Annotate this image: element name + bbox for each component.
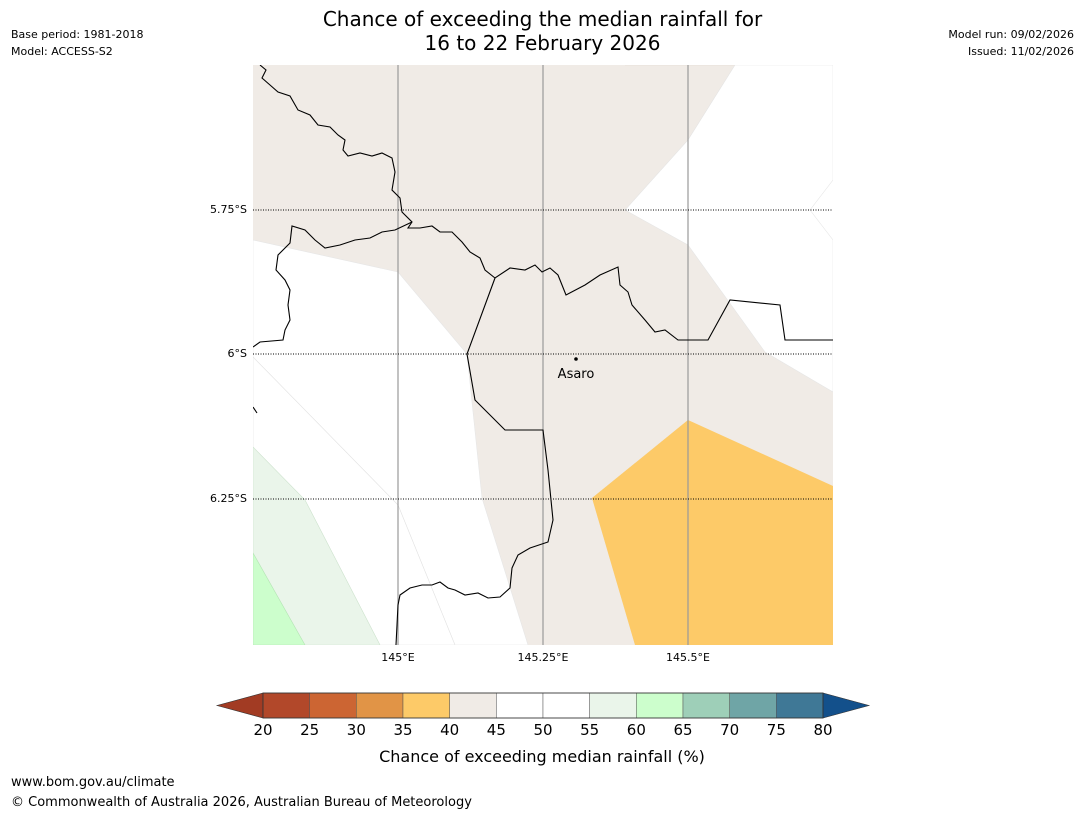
colorbar-segment [496, 692, 544, 719]
colorbar-segment [309, 692, 357, 719]
colorbar-tick-label: 45 [487, 721, 506, 739]
lat-label-6: 6°S [228, 347, 247, 360]
colorbar-segment [636, 692, 684, 719]
chart-title: Chance of exceeding the median rainfall … [0, 7, 1085, 55]
colorbar-segment [402, 692, 450, 719]
colorbar-extend-low [215, 692, 264, 719]
lon-label-145-25: 145.25°E [518, 651, 569, 664]
boundary-north [259, 65, 833, 341]
colorbar-tick-label: 40 [440, 721, 459, 739]
colorbar-segment [729, 692, 777, 719]
issued-text: Issued: 11/02/2026 [967, 45, 1074, 58]
asaro-label: Asaro [558, 367, 595, 382]
colorbar-segment [262, 692, 310, 719]
colorbar-tick-label: 70 [720, 721, 739, 739]
region-60-65 [253, 552, 306, 645]
boundary-stub [253, 406, 258, 414]
base-period-text: Base period: 1981-2018 [11, 28, 144, 41]
meta-left: Base period: 1981-2018 Model: ACCESS-S2 [11, 26, 143, 60]
boundary-west [253, 221, 413, 348]
footer-url: www.bom.gov.au/climate [11, 775, 175, 790]
lat-label-5-75: 5.75°S [210, 203, 247, 216]
colorbar-extend-high [822, 692, 871, 719]
colorbar-tick-label: 35 [393, 721, 412, 739]
lat-label-6-25: 6.25°S [210, 492, 247, 505]
footer-copyright: © Commonwealth of Australia 2026, Austra… [11, 795, 472, 810]
map-panel: Asaro [253, 65, 833, 645]
colorbar-segment [356, 692, 404, 719]
colorbar-tick-label: 65 [673, 721, 692, 739]
region-35-40 [592, 420, 833, 645]
colorbar-tick-label: 60 [627, 721, 646, 739]
colorbar-outline [262, 692, 824, 719]
meta-right: Model run: 09/02/2026 Issued: 11/02/2026 [948, 26, 1074, 60]
model-run-text: Model run: 09/02/2026 [948, 28, 1074, 41]
region-40-45-c [253, 65, 625, 210]
colorbar-tick-label: 30 [347, 721, 366, 739]
colorbar-segment [776, 692, 824, 719]
colorbar-tick-label: 20 [253, 721, 272, 739]
colorbar-ticks: 20 25 30 35 40 45 50 55 60 65 70 75 80 [253, 721, 832, 739]
asaro-marker [574, 357, 578, 361]
colorbar-tick-label: 75 [767, 721, 786, 739]
colorbar-segment [542, 692, 590, 719]
model-text: Model: ACCESS-S2 [11, 45, 113, 58]
lon-label-145-5: 145.5°E [666, 651, 710, 664]
lon-label-145: 145°E [381, 651, 414, 664]
region-55-60 [253, 446, 381, 645]
colorbar [215, 692, 871, 719]
colorbar-label: Chance of exceeding median rainfall (%) [379, 747, 705, 766]
colorbar-tick-label: 80 [813, 721, 832, 739]
colorbar-segment [449, 692, 497, 719]
title-line-1: Chance of exceeding the median rainfall … [322, 7, 763, 31]
colorbar-tick-label: 25 [300, 721, 319, 739]
colorbar-tick-label: 55 [580, 721, 599, 739]
colorbar-segment [682, 692, 730, 719]
boundary-central [395, 277, 554, 645]
colorbar-segment [589, 692, 637, 719]
colorbar-tick-label: 50 [533, 721, 552, 739]
title-line-2: 16 to 22 February 2026 [424, 31, 661, 55]
